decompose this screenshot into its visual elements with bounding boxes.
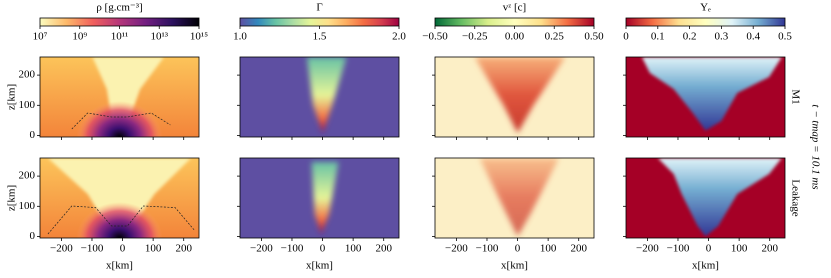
colorbar-tick-label: 10¹⁵ — [190, 31, 208, 43]
colorbar-label: ρ [g.cm⁻³] — [96, 2, 142, 14]
colorbar-tick-label: −0.25 — [462, 31, 488, 43]
x-tick-label: −100 — [281, 243, 304, 255]
panel-image — [435, 57, 594, 137]
panel-image — [626, 158, 785, 238]
x-tick-label: −200 — [50, 243, 73, 255]
colorbar-tick-label: 1.0 — [233, 31, 247, 43]
panel-image — [240, 57, 399, 137]
x-tick-label: 0 — [320, 243, 326, 255]
panel-frame — [39, 56, 200, 138]
panel-frame — [39, 157, 200, 239]
panel-frame — [434, 157, 595, 239]
panel-image — [40, 158, 199, 238]
x-tick-label: −200 — [636, 243, 659, 255]
y-axis-label: z[km] — [6, 84, 18, 110]
panel-image — [626, 57, 785, 137]
colorbar-tick-label: 0.00 — [505, 31, 525, 43]
x-tick-label: 200 — [570, 243, 587, 255]
colorbar-tick-label: 10¹³ — [150, 31, 168, 43]
panel-frame — [625, 157, 786, 239]
x-tick-label: 200 — [375, 243, 392, 255]
x-axis-label: x[km] — [501, 260, 528, 272]
y-tick-label: 0 — [30, 230, 36, 242]
colorbar — [39, 17, 200, 27]
y-axis-label: z[km] — [6, 185, 18, 211]
colorbar-tick-label: 0.5 — [778, 31, 792, 43]
image-region — [474, 57, 566, 133]
panel-image — [40, 57, 199, 137]
panel-frame — [434, 56, 595, 138]
colorbar-tick-label: 0.2 — [683, 31, 697, 43]
panel-frame — [239, 157, 400, 239]
colorbar-tick-label: 10⁹ — [72, 31, 87, 43]
panel-frame — [625, 56, 786, 138]
colorbar — [625, 17, 786, 27]
image-core — [76, 202, 163, 238]
image-region — [479, 158, 560, 237]
x-tick-label: −100 — [81, 243, 104, 255]
colorbar-tick-label: 2.0 — [392, 31, 406, 43]
colorbar-label: vᶻ [c] — [503, 2, 526, 14]
image-contour — [47, 205, 195, 235]
y-tick-label: 0 — [30, 129, 36, 141]
x-tick-label: 100 — [345, 243, 362, 255]
x-tick-label: 100 — [731, 243, 748, 255]
image-contour — [71, 112, 171, 130]
image-region — [641, 57, 782, 131]
row-label: Leakage — [789, 179, 801, 216]
x-tick-label: 100 — [145, 243, 162, 255]
image-region — [306, 57, 347, 133]
row-label: M1 — [789, 89, 801, 104]
y-tick-label: 200 — [19, 170, 36, 182]
image-region — [47, 158, 192, 238]
colorbar-tick-label: 0.25 — [545, 31, 565, 43]
y-tick-label: 100 — [19, 99, 36, 111]
image-core — [76, 101, 163, 137]
x-tick-label: 0 — [120, 243, 126, 255]
x-tick-label: 100 — [540, 243, 557, 255]
y-tick-label: 100 — [19, 200, 36, 212]
image-region — [92, 57, 165, 137]
x-tick-label: 0 — [706, 243, 712, 255]
y-tick-label: 200 — [19, 69, 36, 81]
colorbar-label: Γ — [316, 2, 322, 14]
x-tick-label: −100 — [476, 243, 499, 255]
panel-frame — [239, 56, 400, 138]
x-tick-label: 200 — [175, 243, 192, 255]
x-tick-label: −200 — [250, 243, 273, 255]
colorbar-tick-label: 10¹¹ — [111, 31, 129, 43]
colorbar — [434, 17, 595, 27]
colorbar-tick-label: 0.1 — [651, 31, 665, 43]
x-axis-label: x[km] — [692, 260, 719, 272]
colorbar-label: Yₑ — [700, 2, 711, 14]
x-tick-label: −200 — [445, 243, 468, 255]
colorbar-tick-label: 10⁷ — [33, 31, 48, 43]
panel-image — [240, 158, 399, 238]
colorbar-tick-label: −0.50 — [422, 31, 448, 43]
colorbar-tick-label: 0.3 — [715, 31, 729, 43]
image-region — [657, 158, 782, 237]
panel-image — [435, 158, 594, 238]
colorbar-tick-label: 0 — [623, 31, 629, 43]
colorbar-tick-label: 0.4 — [746, 31, 760, 43]
colorbar-tick-label: 0.50 — [584, 31, 604, 43]
x-tick-label: 0 — [515, 243, 521, 255]
colorbar-tick-label: 1.5 — [313, 31, 327, 43]
x-tick-label: −100 — [667, 243, 690, 255]
x-tick-label: 200 — [761, 243, 778, 255]
x-axis-label: x[km] — [306, 260, 333, 272]
x-axis-label: x[km] — [106, 260, 133, 272]
time-label: t − tmap = 10.1 ms — [809, 104, 821, 189]
colorbar — [239, 17, 400, 27]
image-region — [311, 162, 339, 234]
